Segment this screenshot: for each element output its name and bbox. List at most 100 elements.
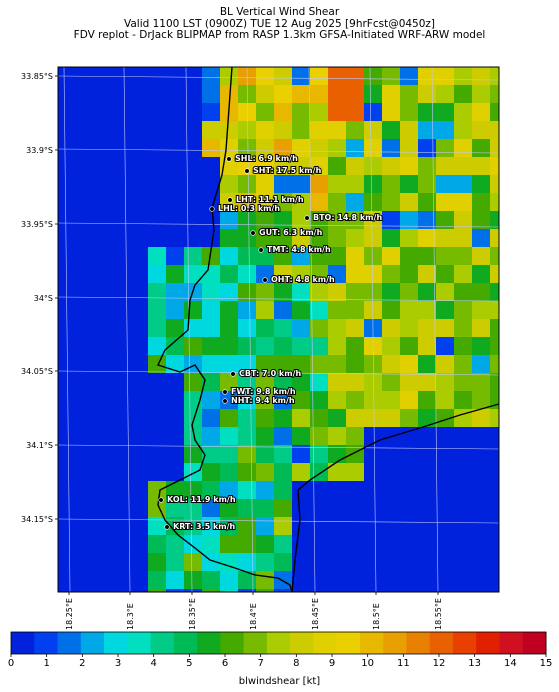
grid-cell — [256, 589, 274, 592]
grid-cell — [202, 445, 220, 463]
grid-cell — [148, 319, 166, 337]
grid-cell — [292, 427, 310, 445]
grid-cell — [454, 67, 472, 85]
colorbar-swatch — [336, 632, 361, 654]
grid-cell — [184, 445, 202, 463]
grid-cell — [274, 229, 292, 247]
grid-cell — [310, 139, 328, 157]
grid-cell — [94, 481, 112, 499]
grid-cell — [382, 499, 400, 517]
grid-cell — [112, 337, 130, 355]
grid-cell — [328, 337, 346, 355]
grid-cell — [328, 247, 346, 265]
grid-cell — [418, 337, 436, 355]
grid-cell — [220, 67, 238, 85]
grid-cell — [310, 409, 328, 427]
grid-cell — [58, 463, 76, 481]
grid-cell — [400, 589, 418, 592]
grid-cell — [454, 427, 472, 445]
grid-cell — [328, 553, 346, 571]
grid-cell — [490, 427, 499, 445]
grid-cell — [202, 283, 220, 301]
grid-cell — [274, 283, 292, 301]
grid-cell — [436, 535, 454, 553]
grid-cell — [400, 139, 418, 157]
grid-cell — [436, 67, 454, 85]
grid-cell — [58, 427, 76, 445]
grid-cell — [382, 229, 400, 247]
grid-cell — [436, 121, 454, 139]
grid-cell — [418, 103, 436, 121]
grid-cell — [238, 409, 256, 427]
grid-cell — [166, 337, 184, 355]
grid-cell — [76, 337, 94, 355]
grid-cell — [364, 355, 382, 373]
grid-cell — [256, 193, 274, 211]
grid-cell — [184, 499, 202, 517]
grid-cell — [328, 157, 346, 175]
grid-cell — [130, 517, 148, 535]
grid-cell — [418, 571, 436, 589]
grid-cell — [454, 499, 472, 517]
grid-cell — [58, 265, 76, 283]
grid-cell — [202, 85, 220, 103]
longitude-line — [308, 66, 316, 593]
grid-cell — [328, 319, 346, 337]
grid-cell — [292, 157, 310, 175]
grid-cell — [184, 319, 202, 337]
grid-cell — [292, 85, 310, 103]
grid-cell — [346, 589, 364, 592]
grid-cell — [418, 193, 436, 211]
grid-cell — [94, 517, 112, 535]
grid-cell — [274, 103, 292, 121]
grid-cell — [76, 499, 94, 517]
station-label: LHT: 11.1 km/h — [236, 195, 304, 204]
grid-cell — [130, 265, 148, 283]
grid-cell — [364, 157, 382, 175]
lon-tick-label: 18.35°E — [188, 598, 197, 630]
grid-cell — [130, 247, 148, 265]
grid-cell — [436, 103, 454, 121]
grid-cell — [436, 517, 454, 535]
grid-cell — [274, 553, 292, 571]
grid-cell — [292, 121, 310, 139]
grid-cell — [58, 85, 76, 103]
grid-cell — [346, 571, 364, 589]
grid-cell — [130, 211, 148, 229]
grid-cell — [202, 463, 220, 481]
grid-cell — [418, 391, 436, 409]
grid-cell — [238, 427, 256, 445]
grid-cell — [76, 193, 94, 211]
grid-cell — [472, 409, 490, 427]
colorbar-tick-label: 12 — [432, 658, 446, 669]
station-marker — [222, 398, 228, 404]
latitude-line — [57, 75, 500, 81]
colorbar-swatch — [499, 632, 524, 654]
grid-cell — [148, 283, 166, 301]
grid-cell — [94, 193, 112, 211]
grid-cell — [112, 589, 130, 592]
station-marker — [226, 156, 232, 162]
grid-cell — [328, 121, 346, 139]
grid-cell — [490, 103, 499, 121]
grid-cell — [184, 139, 202, 157]
grid-cell — [58, 373, 76, 391]
grid-cell — [58, 157, 76, 175]
lon-tick-label: 18.45°E — [311, 598, 320, 630]
grid-cell — [472, 319, 490, 337]
grid-cell — [292, 571, 310, 589]
grid-cell — [436, 445, 454, 463]
grid-cell — [256, 445, 274, 463]
grid-cell — [346, 193, 364, 211]
grid-cell — [400, 373, 418, 391]
colorbar-swatch — [34, 632, 59, 654]
grid-cell — [274, 571, 292, 589]
grid-cell — [94, 121, 112, 139]
grid-cell — [328, 373, 346, 391]
grid-cell — [418, 373, 436, 391]
grid-cell — [418, 463, 436, 481]
grid-cell — [328, 283, 346, 301]
grid-cell — [58, 517, 76, 535]
grid-cell — [364, 463, 382, 481]
grid-cell — [112, 229, 130, 247]
